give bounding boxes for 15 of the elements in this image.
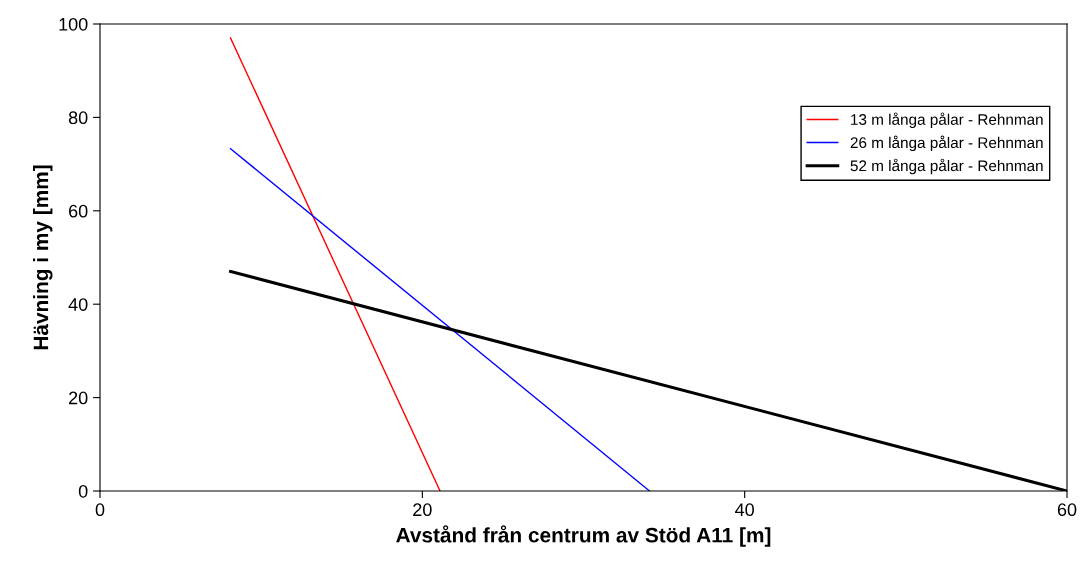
x-tick-label: 20 [413, 503, 432, 517]
legend-label: 52 m långa pålar - Rehnman [850, 158, 1043, 175]
x-tick-label: 40 [735, 503, 754, 517]
y-tick-label: 0 [78, 484, 88, 498]
legend-label: 26 m långa pålar - Rehnman [850, 135, 1043, 152]
x-tick-label: 60 [1057, 503, 1077, 517]
legend-label: 13 m långa pålar - Rehnman [851, 112, 1043, 128]
y-tick-label: 60 [69, 204, 88, 218]
y-tick-label: 40 [68, 298, 88, 311]
y-tick-label: 100 [59, 17, 88, 31]
y-tick-label: 80 [68, 111, 88, 125]
x-axis-title: Avstånd från centrum av Stöd A11 [m] [396, 525, 771, 547]
y-axis-title: Hävning i my [mm] [33, 165, 53, 350]
y-tick-label: 20 [69, 391, 88, 405]
x-tick-label: 0 [95, 503, 105, 517]
